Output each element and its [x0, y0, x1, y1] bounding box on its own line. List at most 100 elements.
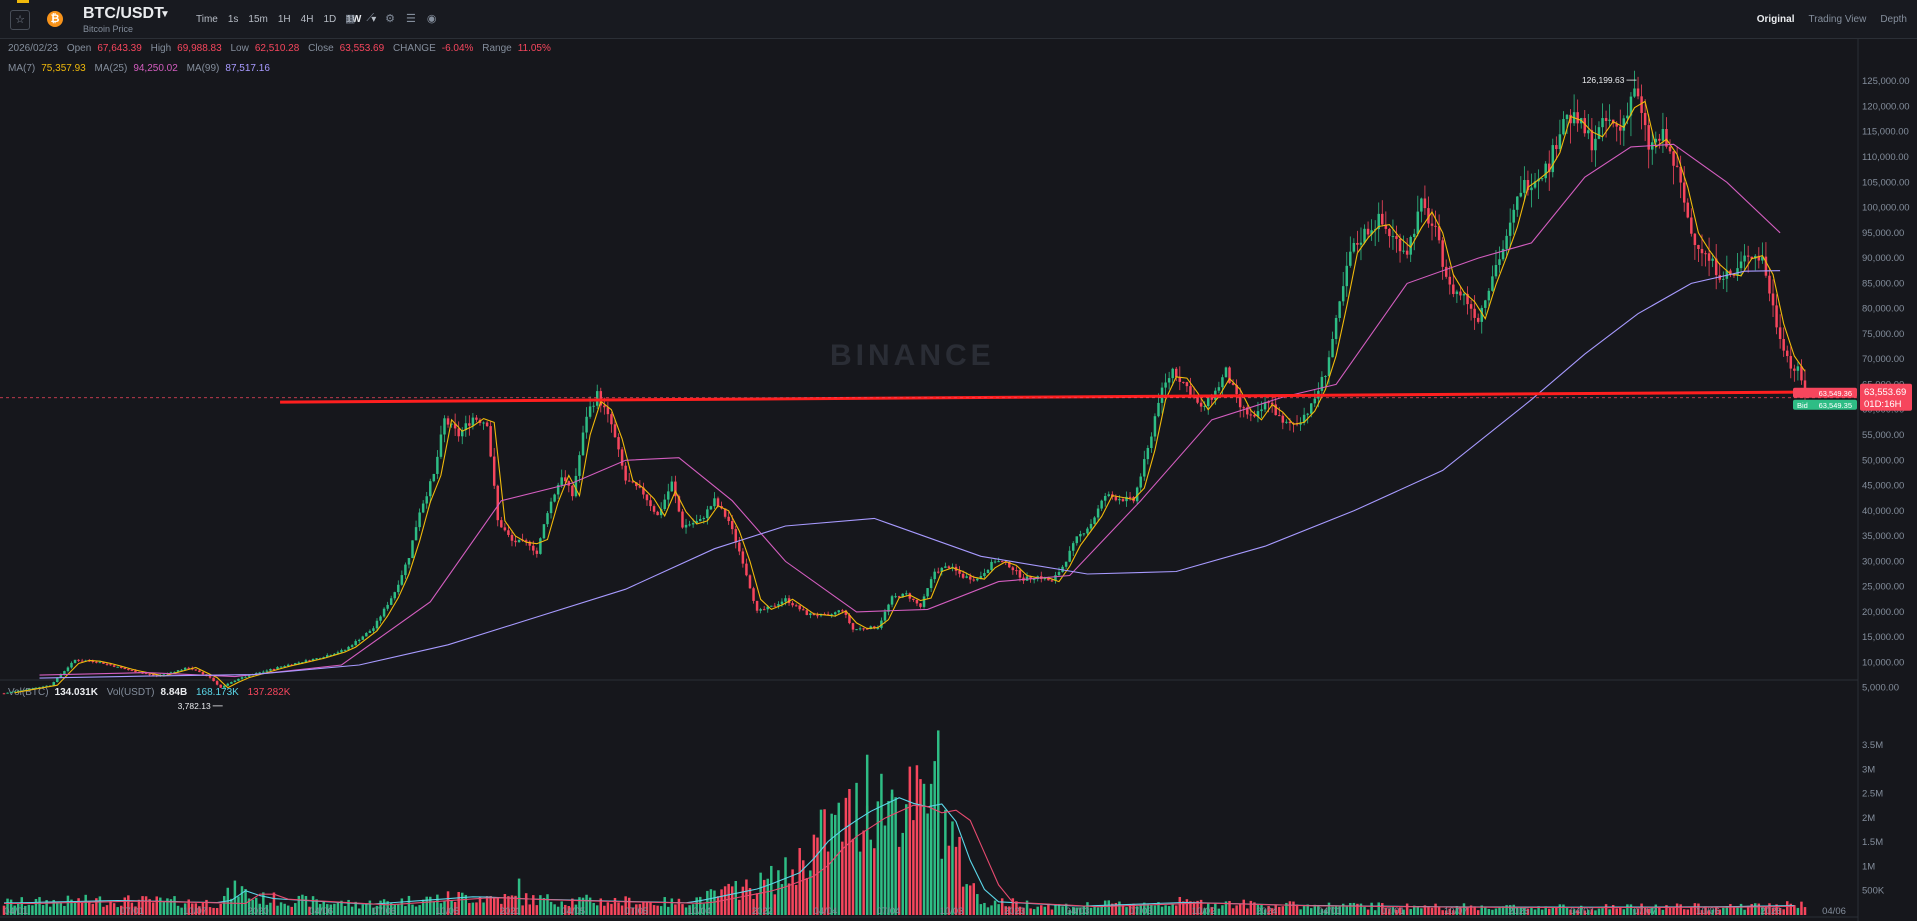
layout-icon[interactable]: ☰ [405, 13, 416, 25]
volume-spike-bar [517, 878, 521, 915]
price-chart[interactable]: BINANCE 126,199.63 3,782.13 5,000.00 10,00… [0, 39, 1917, 921]
volume-bar [1182, 901, 1185, 915]
volume-bar [1629, 904, 1633, 915]
candle-body [180, 669, 183, 671]
time-tick-label: 04/03 [1066, 906, 1090, 917]
candle-body [1171, 368, 1174, 379]
candle-body [262, 671, 265, 673]
volume-bar [112, 903, 116, 915]
candle-body [1242, 407, 1245, 409]
ma7-value: 75,357.93 [41, 63, 86, 74]
candle-body [265, 670, 269, 672]
interval-more-chevron-icon[interactable]: ▾ [371, 14, 377, 25]
volume-bar [1651, 906, 1654, 915]
volume-bar [354, 901, 357, 915]
volume-bar [1210, 907, 1214, 915]
calendar-icon[interactable]: ▦ [345, 13, 356, 25]
volume-bar [599, 898, 603, 915]
interval-1w[interactable]: 1W [346, 14, 362, 25]
candle-body [1352, 242, 1356, 252]
candle-body [1278, 415, 1281, 417]
indicator-icon[interactable]: ⟋ [366, 12, 375, 24]
candle-body [1196, 397, 1199, 403]
volume-bar [1711, 909, 1714, 915]
candle-body [315, 658, 318, 660]
candle-body [613, 424, 617, 438]
volume-bar [1494, 908, 1498, 915]
candle-body [1107, 494, 1110, 496]
volume-bar [1413, 905, 1416, 915]
volume-bar [1103, 900, 1107, 915]
volume-bar [1086, 902, 1089, 915]
volume-bar [1636, 908, 1640, 915]
pair-title[interactable]: BTC/USDT [83, 5, 164, 22]
candle-body [1647, 125, 1650, 150]
candle-body [244, 676, 247, 678]
price-tick-label: 15,000.00 [1862, 632, 1904, 643]
interval-time[interactable]: Time [196, 14, 218, 25]
candle-body [581, 432, 585, 456]
volume-bar [1551, 907, 1555, 915]
volume-bar [1505, 905, 1508, 915]
candle-body [1526, 180, 1530, 191]
candle-body [805, 610, 809, 615]
candle-body [940, 567, 944, 572]
candle-body [1420, 198, 1423, 212]
vol-ma1-value: 168.173K [195, 687, 239, 698]
candle-body [937, 571, 940, 573]
time-tick-label: 04/04 [814, 906, 838, 917]
candle-body [1249, 414, 1253, 416]
candle-body [688, 524, 691, 526]
volume-bar [581, 897, 585, 915]
candle-body [1050, 580, 1054, 582]
ma7-line [14, 100, 1806, 694]
interval-1s[interactable]: 1s [227, 14, 239, 25]
candle-body [162, 674, 166, 676]
candle-body [1615, 123, 1618, 127]
volume-bar [745, 879, 748, 915]
volume-bar [1569, 909, 1572, 915]
interval-15m[interactable]: 15m [248, 14, 268, 25]
more-tools-icon[interactable]: ◉ [426, 13, 437, 25]
time-tick-label: 07/06 [372, 906, 396, 917]
volume-bar [457, 891, 460, 915]
volume-bar [567, 906, 571, 915]
volume-bar [851, 838, 855, 915]
candle-body [1391, 236, 1395, 238]
candle-body [9, 691, 13, 693]
candle-body [1764, 256, 1768, 276]
view-trading-view[interactable]: Trading View [1808, 14, 1867, 25]
candle-body [1775, 305, 1778, 328]
candle-body [1157, 402, 1160, 417]
volume-bar [571, 898, 574, 915]
interval-1d[interactable]: 1D [323, 14, 337, 25]
volume-bar [1540, 909, 1544, 915]
volume-bar [24, 905, 27, 915]
chart-settings-icon[interactable]: ⚙ [385, 13, 395, 25]
volume-bar [1320, 909, 1324, 915]
volume-bar [684, 907, 688, 915]
volume-bar [471, 902, 475, 915]
candle-body [1334, 317, 1338, 339]
candle-body [1086, 528, 1089, 534]
candle-body [2, 693, 6, 695]
candle-body [606, 407, 610, 415]
volume-bar [816, 837, 819, 915]
view-original[interactable]: Original [1756, 14, 1795, 25]
interval-4h[interactable]: 4H [300, 14, 314, 25]
candle-body [119, 666, 123, 668]
candle-body [1562, 119, 1565, 135]
volume-spike-bar [929, 783, 933, 915]
volume-bar [6, 898, 9, 915]
view-depth[interactable]: Depth [1880, 14, 1907, 25]
candle-body [1004, 561, 1007, 563]
candle-body [482, 422, 485, 424]
candle-body [507, 530, 510, 535]
pair-dropdown-chevron-icon[interactable]: ▼ [160, 9, 170, 20]
volume-bar [13, 905, 16, 915]
candle-body [1665, 129, 1668, 147]
favorite-star-icon[interactable]: ☆ [10, 10, 30, 30]
interval-1h[interactable]: 1H [277, 14, 291, 25]
volume-bar [84, 894, 87, 915]
candle-body [816, 615, 819, 617]
